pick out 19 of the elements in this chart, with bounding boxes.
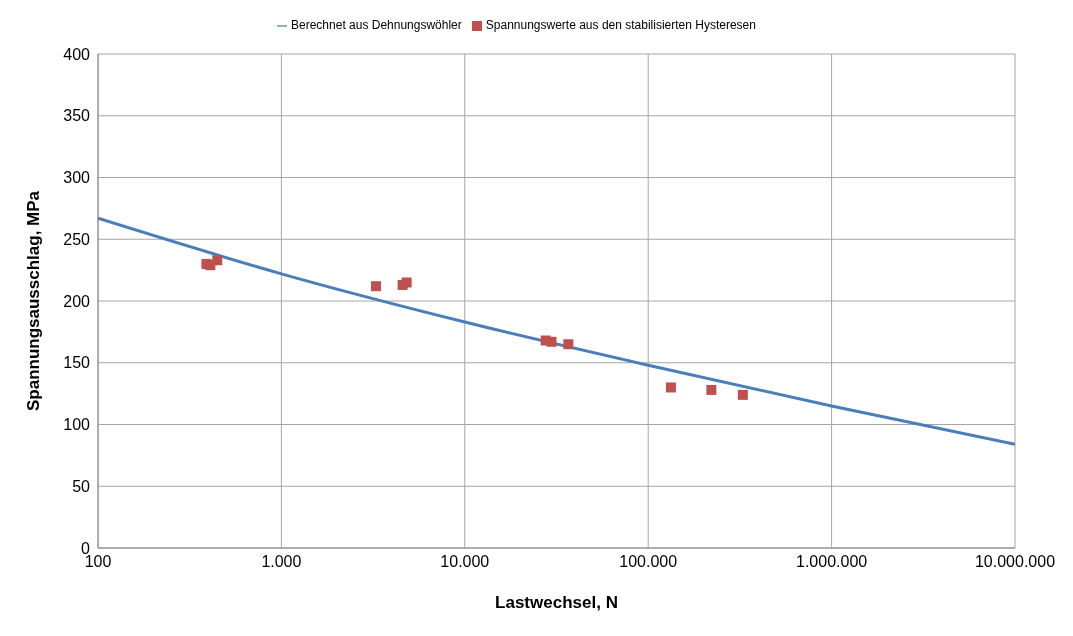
legend-label: Spannungswerte aus den stabilisierten Hysteresen — [485, 18, 756, 32]
y-tick-label: 100 — [63, 416, 91, 434]
x-axis-title: Lastwechsel, N — [495, 593, 618, 612]
x-tick-label: 100.000 — [619, 553, 678, 571]
y-tick-label: 350 — [63, 107, 91, 125]
x-tick-label: 1.000 — [261, 553, 302, 571]
x-tick-label: 100 — [84, 553, 112, 571]
x-tick-label: 10.000.000 — [974, 553, 1056, 571]
y-tick-label: 300 — [63, 169, 91, 187]
line-series — [98, 216, 1015, 446]
x-tick-label: 10.000 — [440, 553, 490, 571]
y-tick-label: 400 — [63, 45, 91, 63]
y-tick-label: 150 — [63, 354, 91, 372]
y-tick-label: 50 — [72, 477, 91, 495]
y-axis-title: Spannungsausschlag, MPa — [24, 190, 44, 412]
x-tick-label: 1.000.000 — [796, 553, 868, 571]
y-tick-label: 200 — [63, 292, 91, 310]
y-tick-label: 250 — [63, 230, 91, 248]
legend-label: Berechnet aus Dehnungswöhler — [291, 18, 462, 32]
